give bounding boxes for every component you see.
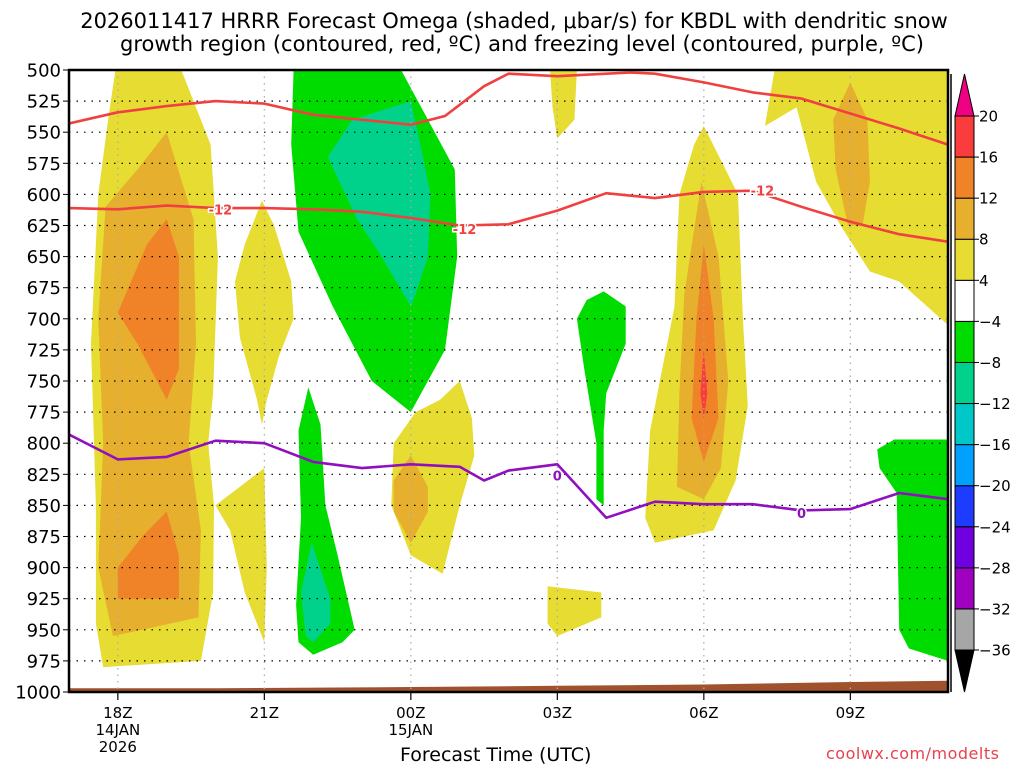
y-tick-label: 600 (27, 185, 61, 206)
colorbar-swatch (954, 238, 975, 281)
x-tick-label: 09Z (836, 704, 865, 722)
x-tick-label: 06Z (689, 704, 718, 722)
omega-neg8-12-b (301, 542, 331, 643)
omega-neg4-8-c (576, 291, 626, 506)
colorbar-tick-label: −32 (979, 600, 1011, 618)
colorbar-tick-label: 16 (979, 149, 998, 167)
omega-4-8-c (215, 468, 267, 643)
colorbar-under-arrow (954, 649, 975, 693)
omega-neg8-12-a (327, 101, 431, 307)
x-tick-label: 18Z (103, 704, 132, 722)
y-tick-label: 625 (27, 216, 61, 237)
colorbar-swatch (954, 444, 975, 487)
y-tick-label: 800 (27, 434, 61, 455)
colorbar-swatch (954, 279, 975, 322)
colorbar-swatch (954, 526, 975, 569)
colorbar-tick-label: −4 (979, 313, 1001, 331)
colorbar-tick-label: 12 (979, 190, 998, 208)
colorbar-over-arrow (954, 73, 975, 117)
y-tick-label: 775 (27, 403, 61, 424)
colorbar-tick-label: −12 (979, 395, 1011, 413)
x-tick-label: 03Z (543, 704, 572, 722)
surface-terrain (69, 680, 948, 692)
y-tick-label: 725 (27, 340, 61, 361)
colorbar-tick-label: 8 (979, 231, 989, 249)
y-tick-label: 700 (27, 309, 61, 330)
omega-8-12-d (833, 82, 870, 226)
freezing-level-0 (69, 433, 948, 520)
surface-fill (69, 680, 948, 692)
chart-title-line-2: growth region (contoured, red, ºC) and f… (120, 32, 924, 56)
x-tick-label: 00Z (396, 704, 425, 722)
x-tick-label: 2026 (99, 738, 137, 756)
y-tick-label: 525 (27, 92, 61, 113)
colorbar-swatch (954, 485, 975, 528)
y-tick-label: 975 (27, 651, 61, 672)
colorbar-tick-label: 20 (979, 108, 998, 126)
x-tick-label: 14JAN (95, 721, 140, 739)
omega-neg4-8-d (877, 439, 948, 661)
y-tick-label: 750 (27, 372, 61, 393)
colorbar-swatch (954, 403, 975, 446)
colorbar-swatch (954, 197, 975, 240)
colorbar: −36 −32 −28 −24 −20 −16 −12 −8 −4 4 8 12 16 20 (950, 73, 1011, 693)
contour-label: 0 (553, 470, 562, 485)
dgz-upper-minus-16 (69, 71, 948, 146)
colorbar-swatch (954, 115, 975, 158)
omega-12-16-a (117, 219, 179, 400)
colorbar-tick-label: −24 (979, 518, 1011, 536)
omega-12-16-b (117, 511, 179, 599)
omega-4-8-e (550, 70, 577, 139)
x-tick-label: 15JAN (388, 721, 433, 739)
colorbar-tick-label: −16 (979, 436, 1011, 454)
colorbar-swatch (954, 156, 975, 199)
contour-label: 0 (797, 507, 806, 522)
omega-12-16-c (691, 244, 719, 462)
y-tick-label: 500 (27, 61, 61, 82)
contour-label: -12 (751, 185, 775, 200)
colorbar-tick-label: −36 (979, 642, 1011, 660)
omega-shading (91, 70, 948, 668)
colorbar-swatch (954, 361, 975, 405)
colorbar-tick-label: −8 (979, 354, 1001, 372)
contour-labels: -12 -12 -12 0 0 (207, 183, 807, 523)
omega-16-20-a (700, 349, 708, 419)
y-tick-label: 925 (27, 589, 61, 610)
y-tick-label: 850 (27, 496, 61, 517)
credit-link[interactable]: coolwx.com/modelts (826, 744, 1000, 763)
contour-label: -12 (453, 223, 477, 238)
colorbar-swatch (954, 608, 975, 651)
colorbar-swatch (954, 567, 975, 610)
dgz-lower-minus-12 (69, 189, 948, 243)
chart-title-line-1: 2026011417 HRRR Forecast Omega (shaded, … (80, 9, 948, 33)
y-tick-label: 550 (27, 123, 61, 144)
y-tick-label: 875 (27, 527, 61, 548)
colorbar-swatch (954, 320, 975, 363)
y-tick-label: 575 (27, 154, 61, 175)
colorbar-tick-label: −20 (979, 477, 1011, 495)
contour-label: -12 (209, 203, 233, 218)
y-tick-label: 900 (27, 558, 61, 579)
y-tick-label: 825 (27, 465, 61, 486)
y-axis: 500 525 550 575 600 625 650 675 700 725 750 775 800 8… (15, 61, 69, 704)
y-tick-label: 1000 (15, 683, 61, 704)
x-axis-label: Forecast Time (UTC) (400, 744, 592, 766)
y-tick-label: 675 (27, 278, 61, 299)
y-tick-label: 650 (27, 247, 61, 268)
colorbar-tick-label: 4 (979, 272, 989, 290)
x-tick-label: 21Z (250, 704, 279, 722)
omega-4-8-f (547, 586, 602, 636)
colorbar-tick-label: −28 (979, 559, 1011, 577)
contour-lines (69, 71, 948, 520)
y-tick-label: 950 (27, 620, 61, 641)
omega-4-8-b (235, 200, 294, 425)
